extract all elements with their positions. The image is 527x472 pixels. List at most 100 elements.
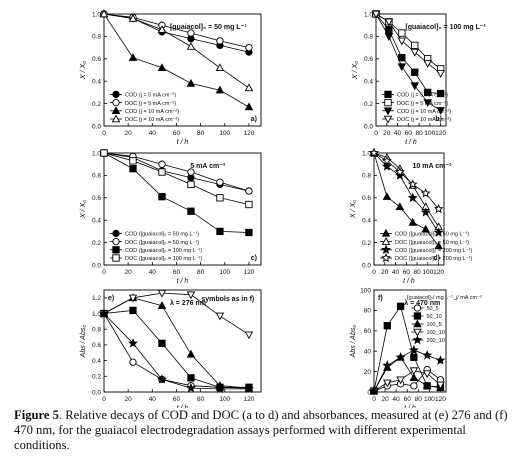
y-tick-label: 0.6 — [364, 56, 373, 63]
data-point — [410, 353, 418, 361]
data-point — [157, 301, 167, 309]
series-line — [103, 313, 249, 390]
data-point — [422, 370, 432, 379]
legend-marker — [112, 254, 120, 262]
x-tick-label: 40 — [149, 269, 157, 276]
legend-label: COD (j = 5 mA cm⁻²) — [125, 93, 176, 99]
y-tick-label: 0.8 — [364, 34, 373, 41]
panel-letter: a) — [251, 116, 257, 123]
data-point — [436, 89, 445, 98]
x-axis-label: t / h — [177, 139, 189, 146]
data-point — [216, 178, 224, 186]
legend-label: 200_10 — [426, 338, 444, 344]
data-point — [394, 166, 405, 177]
legend-marker — [413, 328, 422, 337]
figure-caption: Figure 5. Relative decays of COD and DOC… — [14, 408, 519, 453]
x-tick-label: 20 — [125, 396, 133, 403]
legend-label: DOC ([guaiacol]₀ = 200 mg L⁻¹) — [395, 256, 472, 262]
legend-marker — [384, 90, 392, 99]
y-tick-label: 1.0 — [362, 150, 371, 157]
data-point — [410, 82, 420, 91]
chart-panel-e: 0 20 40 60 80 100 120 0.0 0.2 0.4 0.6 0.8 1.0 1.2 t / … — [80, 289, 262, 408]
panel-annotation: [guaiacol]₀ = 50 mg L⁻¹ — [170, 24, 247, 31]
legend-label: COD (j = 5 mA cm⁻²) — [397, 93, 448, 99]
x-tick-label: 120 — [243, 130, 254, 137]
series-cod-j-10-ma-cm- — [99, 9, 254, 111]
data-point — [398, 54, 406, 62]
data-point — [434, 241, 443, 250]
data-point — [369, 385, 379, 396]
x-axis-label: t / h — [403, 278, 415, 285]
y-tick-label: 0.8 — [92, 173, 101, 180]
legend-marker — [111, 114, 121, 123]
x-tick-label: 40 — [393, 396, 401, 403]
series-line — [103, 309, 249, 388]
data-point — [433, 227, 444, 237]
x-tick-label: 0 — [102, 269, 106, 276]
legend-label: DOC (j = 10 mA cm⁻²) — [397, 117, 451, 123]
y-tick-label: 80 — [364, 308, 372, 315]
data-point — [395, 352, 406, 362]
x-tick-label: 20 — [125, 130, 133, 137]
series-doc-j-10-ma-cm- — [99, 9, 254, 92]
x-tick-label: 60 — [404, 396, 412, 403]
series-line — [103, 13, 249, 48]
series-50-10 — [100, 306, 253, 391]
y-tick-label: 0.0 — [92, 262, 101, 269]
x-tick-label: 0 — [372, 269, 376, 276]
data-point — [408, 345, 419, 355]
legend-marker — [381, 252, 391, 263]
x-tick-label: 60 — [405, 130, 413, 137]
x-tick-label: 120 — [243, 269, 254, 276]
legend-marker — [412, 334, 423, 345]
y-axis-label: X / X₀ — [352, 61, 359, 80]
x-tick-label: 20 — [383, 130, 391, 137]
data-point — [158, 339, 166, 348]
legend-label: COD ([guaiacol]₀ = 200 mg L⁻¹) — [395, 248, 472, 254]
series-line — [103, 13, 250, 108]
y-tick-label: 20 — [364, 369, 372, 376]
y-tick-label: 1.0 — [92, 11, 101, 18]
x-tick-label: 60 — [173, 396, 181, 403]
data-point — [157, 374, 167, 384]
x-tick-label: 120 — [435, 130, 446, 137]
panel-annotation: λ = 470 nm — [404, 299, 440, 307]
data-point — [409, 367, 419, 376]
data-point — [128, 338, 138, 348]
plot-frame — [103, 152, 262, 266]
data-point — [129, 157, 137, 165]
legend-marker — [381, 244, 391, 254]
series-doc-j-10-ma-cm- — [371, 10, 445, 78]
panel-annotation: [guaiacol]₀ = 100 mg L⁻¹ — [405, 24, 486, 31]
data-point — [215, 312, 225, 321]
x-tick-label: 100 — [219, 396, 230, 403]
y-tick-label: 0.2 — [362, 240, 371, 247]
legend-marker — [384, 98, 392, 107]
legend: COD (j = 5 mA cm⁻²) DOC (j = 5 mA cm⁻²) CO… — [110, 90, 179, 123]
data-point — [129, 358, 137, 366]
data-point — [382, 192, 392, 200]
data-point — [410, 48, 420, 57]
series-line — [373, 370, 441, 392]
x-tick-label: 80 — [415, 396, 423, 403]
legend-label: COD ([guaiacol]₀ = 100 mg L⁻¹) — [125, 248, 202, 254]
data-point — [384, 33, 394, 41]
data-point — [186, 78, 196, 87]
y-tick-label: 1.0 — [92, 311, 101, 318]
data-point — [100, 149, 108, 157]
data-point — [397, 63, 407, 72]
data-point — [421, 224, 430, 233]
series-line — [373, 152, 439, 228]
data-point — [128, 53, 138, 61]
legend-marker — [413, 312, 422, 320]
legend-marker — [112, 246, 120, 254]
x-tick-label: 60 — [173, 269, 181, 276]
legend-label: 50_10 — [426, 314, 441, 320]
series-line — [103, 152, 249, 192]
y-axis-label: Abs / Abs₀ — [350, 325, 357, 359]
y-tick-label: 100 — [360, 287, 371, 294]
series-cod-guaiacol-50-mg-l- — [100, 149, 253, 195]
data-point — [411, 41, 419, 50]
data-point — [187, 29, 195, 37]
data-point — [245, 200, 253, 209]
